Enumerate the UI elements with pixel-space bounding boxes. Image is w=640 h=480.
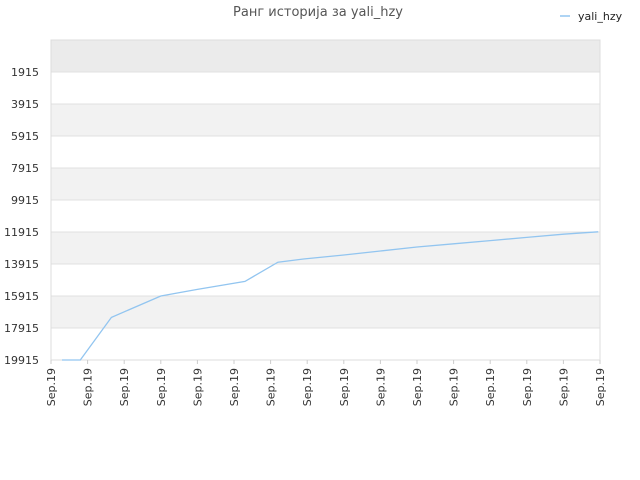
plot-band [51,296,600,328]
y-tick-label: 7915 [11,162,39,175]
y-tick-label: 15915 [4,290,39,303]
series-layer [62,231,599,361]
plot-band [51,232,600,264]
x-tick-label: Sep.19 [82,368,95,406]
x-tick-label: Sep.19 [191,368,204,406]
x-tick-label: Sep.19 [338,368,351,406]
x-tick-label: Sep.19 [155,368,168,406]
x-tick-label: Sep.19 [228,368,241,406]
y-tick-label: 19915 [4,354,39,367]
x-tick-label: Sep.19 [557,368,570,406]
x-tick-label: Sep.19 [301,368,314,406]
chart-title: Ранг историја за yali_hzy [233,5,403,20]
y-axis: 1915 3915 5915 7915 9915 11915 13915 15915 17915… [4,66,39,367]
y-tick-label: 9915 [11,194,39,207]
x-tick-label: Sep.19 [374,368,387,406]
x-tick-label: Sep.19 [45,368,58,406]
plot-band [51,168,600,200]
y-tick-label: 3915 [11,98,39,111]
x-tick-label: Sep.19 [594,368,607,406]
x-axis: Sep.19 Sep.19 Sep.19 Sep.19 Sep.19 Sep.19 Sep.… [45,360,607,406]
x-tick-label: Sep.19 [265,368,278,406]
y-tick-label: 5915 [11,130,39,143]
plot-frame [50,39,601,361]
x-tick-label: Sep.19 [118,368,131,406]
series-line-yali_hzy [62,231,599,361]
y-tick-label: 1915 [11,66,39,79]
x-tick-label: Sep.19 [411,368,424,406]
y-tick-label: 11915 [4,226,39,239]
y-tick-label: 13915 [4,258,39,271]
legend[interactable]: yali_hzy [560,10,623,23]
x-tick-label: Sep.19 [448,368,461,406]
x-tick-label: Sep.19 [521,368,534,406]
plot-band [51,104,600,136]
y-tick-label: 17915 [4,322,39,335]
legend-label: yali_hzy [578,10,623,23]
plot-bands [51,104,600,328]
plot-top-band [51,40,600,72]
x-tick-label: Sep.19 [484,368,497,406]
